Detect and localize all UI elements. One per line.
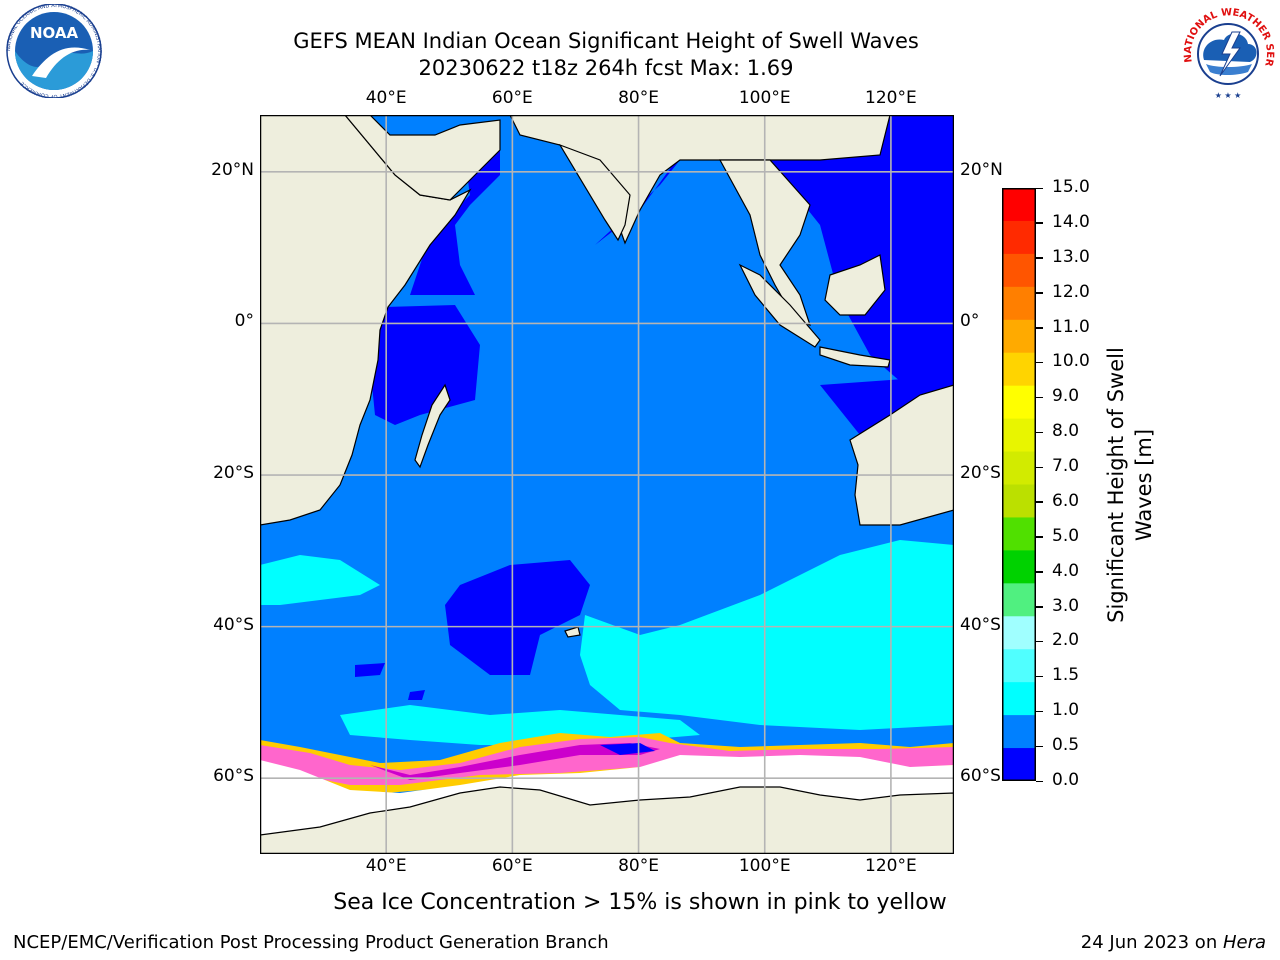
colorbar-tick-mark-2 — [1036, 257, 1043, 259]
chart-subtitle: 20230622 t18z 264h fcst Max: 1.69 — [418, 56, 794, 80]
lat-tick-left-4: 60°S — [213, 766, 254, 787]
lon-tick-top-2: 80°E — [618, 88, 659, 108]
lat-tick-right-3: 40°S — [960, 614, 1001, 635]
colorbar-segment-8 — [1002, 451, 1036, 485]
colorbar-segment-10 — [1002, 517, 1036, 551]
colorbar-segment-3 — [1002, 286, 1036, 321]
lon-tick-top-0: 40°E — [365, 88, 407, 108]
lat-tick-right-0: 20°N — [960, 159, 1003, 180]
colorbar-tick-label-7: 8.0 — [1052, 421, 1080, 442]
colorbar-tick-label-5: 10.0 — [1052, 351, 1090, 372]
lon-tick-top-3: 100°E — [738, 88, 791, 108]
colorbar-tick-mark-13 — [1036, 640, 1043, 643]
colorbar-segment-1 — [1002, 220, 1036, 255]
colorbar-tick-label-9: 6.0 — [1052, 490, 1080, 511]
swell-height-map — [260, 115, 954, 854]
colorbar-tick-mark-10 — [1036, 536, 1043, 538]
colorbar-segment-16 — [1002, 715, 1036, 749]
colorbar-segment-9 — [1002, 484, 1036, 518]
lat-tick-right-4: 60°S — [960, 766, 1001, 787]
colorbar-tick-mark-1 — [1036, 222, 1043, 224]
colorbar-tick-mark-3 — [1036, 292, 1043, 294]
lat-tick-right-1: 0° — [960, 311, 980, 332]
colorbar-segment-5 — [1002, 352, 1036, 387]
colorbar-tick-label-1: 14.0 — [1052, 211, 1090, 232]
colorbar-tick-label-6: 9.0 — [1052, 386, 1080, 407]
lon-tick-top-1: 60°E — [491, 88, 533, 108]
colorbar-label-line2: Waves [m] — [1132, 428, 1156, 542]
colorbar-tick-label-10: 5.0 — [1052, 525, 1080, 546]
colorbar-tick-label-17: 0.0 — [1052, 770, 1080, 790]
lat-tick-right-2: 20°S — [960, 463, 1001, 484]
lat-tick-left-2: 20°S — [213, 463, 254, 484]
lon-tick-bottom-1: 60°E — [491, 856, 533, 876]
map-gridlines — [260, 115, 954, 854]
colorbar-tick-label-3: 12.0 — [1052, 281, 1090, 302]
colorbar-label-line1: Significant Height of Swell — [1104, 347, 1128, 623]
colorbar-tick-label-0: 15.0 — [1052, 177, 1090, 197]
noaa-logo: NOAA NATIONAL OCEANIC AND ATMOSPHERIC AD… — [6, 4, 102, 98]
lon-tick-bottom-2: 80°E — [618, 856, 659, 876]
lat-tick-left-3: 40°S — [213, 614, 254, 635]
colorbar-tick-label-14: 1.5 — [1052, 665, 1080, 686]
lon-tick-bottom-0: 40°E — [365, 856, 407, 876]
colorbar-tick-mark-6 — [1036, 396, 1043, 399]
footer-right: 24 Jun 2023 on Hera — [1081, 932, 1266, 953]
footer-date: 24 Jun 2023 on — [1080, 932, 1223, 953]
lat-tick-left-1: 0° — [234, 311, 254, 332]
colorbar-tick-mark-14 — [1036, 675, 1043, 678]
colorbar-tick-mark-11 — [1036, 571, 1043, 573]
colorbar-segment-11 — [1002, 550, 1036, 584]
colorbar-tick-mark-4 — [1036, 327, 1043, 329]
colorbar-tick-mark-15 — [1036, 710, 1043, 713]
lon-tick-bottom-3: 100°E — [738, 856, 791, 876]
colorbar-frame — [1002, 188, 1036, 781]
colorbar-tick-mark-8 — [1036, 466, 1043, 469]
colorbar-tick-mark-16 — [1036, 745, 1043, 748]
colorbar-tick-label-4: 11.0 — [1052, 316, 1090, 337]
footer-host: Hera — [1222, 932, 1266, 953]
colorbar-tick-mark-12 — [1036, 606, 1043, 608]
colorbar-tick-mark-0 — [1036, 187, 1043, 189]
colorbar-segment-14 — [1002, 649, 1036, 683]
colorbar-segment-2 — [1002, 253, 1036, 288]
map-frame — [260, 115, 954, 854]
colorbar-tick-mark-7 — [1036, 431, 1043, 434]
colorbar-tick-label-8: 7.0 — [1052, 456, 1080, 477]
colorbar-tick-label-11: 4.0 — [1052, 560, 1080, 581]
lon-tick-bottom-4: 120°E — [865, 856, 917, 876]
colorbar-segment-15 — [1002, 682, 1036, 716]
nws-logo: NATIONAL WEATHER SERVICE ★ ★ ★ — [1176, 2, 1276, 100]
colorbar-tick-label-15: 1.0 — [1052, 700, 1080, 721]
chart-title: GEFS MEAN Indian Ocean Significant Heigh… — [293, 29, 919, 53]
colorbar-segment-4 — [1002, 319, 1036, 354]
colorbar-segment-6 — [1002, 385, 1036, 420]
svg-text:★ ★ ★: ★ ★ ★ — [1215, 91, 1242, 100]
colorbar-tick-mark-17 — [1036, 780, 1043, 782]
lon-tick-top-4: 120°E — [865, 88, 917, 108]
noaa-logo-text: NOAA — [30, 24, 79, 42]
lat-tick-left-0: 20°N — [211, 159, 254, 180]
colorbar-segment-12 — [1002, 583, 1036, 617]
high-swell-areas — [260, 540, 954, 745]
land-masses — [260, 115, 954, 854]
low-swell-areas — [355, 115, 954, 700]
colorbar-tick-mark-9 — [1036, 501, 1043, 503]
colorbar-tick-label-13: 2.0 — [1052, 630, 1080, 651]
colorbar-tick-label-2: 13.0 — [1052, 246, 1090, 267]
colorbar-segment-13 — [1002, 616, 1036, 650]
colorbar-tick-mark-5 — [1036, 361, 1043, 364]
footer-left: NCEP/EMC/Verification Post Processing Pr… — [13, 932, 609, 953]
colorbar-segment-0 — [1002, 188, 1036, 222]
colorbar-tick-label-16: 0.5 — [1052, 735, 1080, 756]
colorbar-segment-7 — [1002, 418, 1036, 453]
colorbar — [1002, 188, 1036, 781]
sea-ice-caption: Sea Ice Concentration > 15% is shown in … — [333, 890, 947, 915]
colorbar-tick-label-12: 3.0 — [1052, 595, 1080, 616]
colorbar-segment-17 — [1002, 748, 1036, 781]
